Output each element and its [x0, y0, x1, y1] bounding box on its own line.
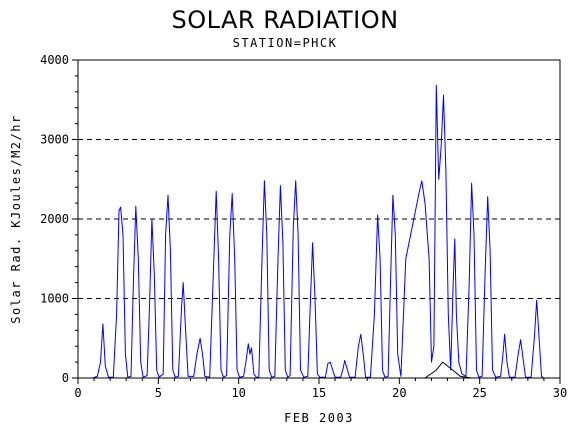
y-axis-label: Solar Rad. KJoules/M2/hr: [9, 114, 23, 323]
x-tick-label: 25: [472, 386, 486, 400]
x-tick-label: 15: [312, 386, 326, 400]
series-layer: [86, 84, 545, 379]
x-tick-label: 0: [74, 386, 81, 400]
y-axis: 0 1000 2000 3000 4000: [40, 53, 78, 385]
y-tick-label: 1000: [40, 292, 69, 306]
y-tick-label: 0: [62, 371, 69, 385]
series-line-1: [92, 84, 545, 379]
y-tick-label: 4000: [40, 53, 69, 67]
x-tick-label: 30: [553, 386, 567, 400]
x-tick-label: 10: [231, 386, 245, 400]
x-tick-label: 20: [392, 386, 406, 400]
x-axis: 0 5 10 15 20 25 30: [74, 378, 567, 400]
x-axis-label: FEB 2003: [284, 411, 354, 425]
x-tick-label: 5: [155, 386, 162, 400]
chart-subtitle: STATION=PHCK: [232, 36, 338, 50]
y-tick-label: 3000: [40, 133, 69, 147]
chart-title: SOLAR RADIATION: [171, 6, 399, 34]
y-tick-label: 2000: [40, 212, 69, 226]
series-line-2: [86, 361, 544, 379]
